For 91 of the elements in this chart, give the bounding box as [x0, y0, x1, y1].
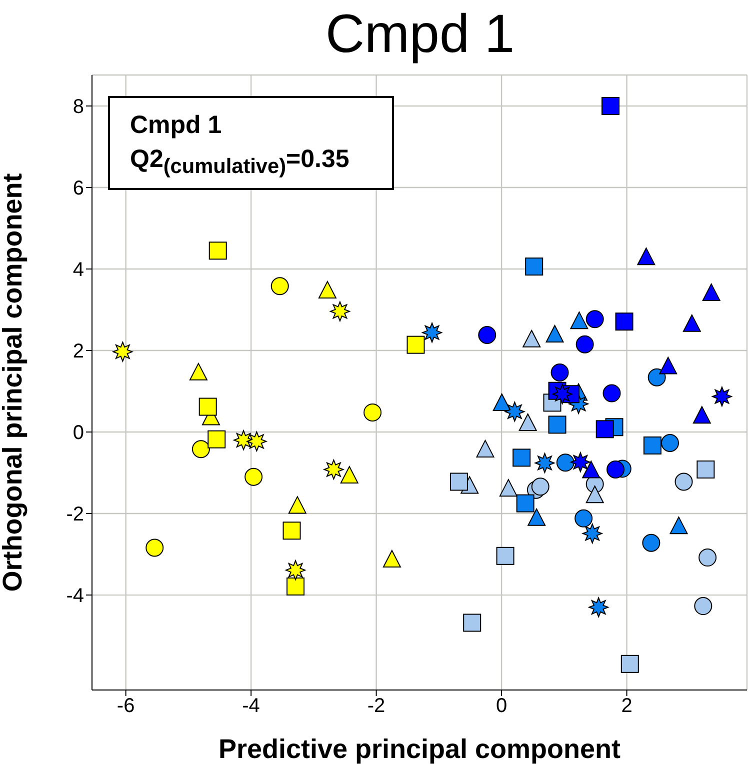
x-axis-title: Predictive principal component [218, 734, 621, 764]
point [670, 516, 688, 534]
y-tick-label: 8 [72, 96, 84, 118]
point [528, 508, 546, 526]
point [696, 460, 715, 479]
point [694, 597, 712, 616]
point [244, 468, 263, 486]
text-box: Cmpd 1 Q2$_{(cumulative)}$=0.35 [108, 96, 394, 190]
point [643, 436, 662, 454]
point [712, 386, 732, 407]
y-axis-title: Orthogonal principal component [0, 173, 28, 592]
point [476, 440, 494, 458]
y-tick-label: 0 [72, 422, 84, 444]
point [324, 460, 344, 480]
point [602, 384, 621, 402]
point [588, 597, 609, 618]
point [574, 509, 593, 528]
point [330, 301, 350, 322]
point [582, 524, 602, 544]
point [282, 522, 301, 540]
point [518, 413, 537, 431]
point [576, 335, 594, 354]
y-tick-label: -2 [66, 504, 84, 526]
point [516, 494, 534, 512]
annotation: Q2$_{(cumulative)}$=0.35 [130, 144, 350, 180]
point [637, 248, 656, 266]
point [208, 242, 227, 260]
point [382, 550, 401, 568]
annotation: Cmpd 1 [130, 110, 223, 141]
point [531, 478, 550, 496]
point [682, 314, 701, 332]
x-tick-label: 0 [496, 695, 508, 718]
point [478, 326, 496, 344]
point [674, 472, 693, 491]
point [702, 283, 720, 301]
point [642, 534, 660, 552]
point [270, 277, 289, 296]
point [286, 577, 305, 596]
y-tick-label: 2 [72, 340, 84, 363]
chart-title: Cmpd 1 [324, 3, 516, 66]
point [288, 496, 306, 514]
point [189, 362, 208, 380]
point [606, 460, 624, 479]
x-tick-label: -6 [116, 695, 135, 718]
point [208, 430, 226, 448]
point [522, 330, 541, 348]
point [582, 460, 600, 478]
point [340, 466, 358, 484]
point [548, 416, 566, 434]
point [534, 452, 555, 473]
point [546, 325, 564, 343]
point [586, 486, 604, 504]
point [570, 452, 590, 472]
point [492, 393, 511, 411]
point [112, 342, 133, 362]
x-tick-label: -2 [367, 695, 386, 718]
point [450, 472, 468, 491]
point [659, 356, 678, 374]
point [550, 364, 569, 382]
point [146, 538, 164, 557]
y-tick-label: 4 [72, 259, 84, 282]
point [525, 258, 544, 276]
point [318, 281, 336, 299]
point [286, 560, 306, 580]
point [570, 312, 588, 330]
point [660, 434, 679, 452]
point [422, 322, 442, 343]
point [406, 336, 425, 354]
point [192, 440, 210, 458]
point [596, 420, 614, 438]
point [463, 614, 482, 632]
y-tick-label: -4 [66, 585, 84, 608]
point [556, 454, 574, 472]
point [620, 654, 639, 673]
x-tick-label: 2 [621, 695, 632, 718]
point [504, 402, 525, 422]
point [586, 310, 604, 328]
y-tick-label: 6 [72, 178, 84, 200]
point [692, 406, 711, 424]
point [512, 448, 531, 467]
point [552, 384, 572, 404]
point [698, 548, 717, 567]
point [246, 431, 267, 452]
point [648, 368, 666, 386]
point [496, 546, 514, 565]
point [615, 312, 634, 331]
point [601, 96, 620, 115]
x-tick-label: -4 [242, 695, 260, 718]
point [198, 398, 217, 416]
point [499, 479, 518, 497]
point [364, 403, 382, 422]
